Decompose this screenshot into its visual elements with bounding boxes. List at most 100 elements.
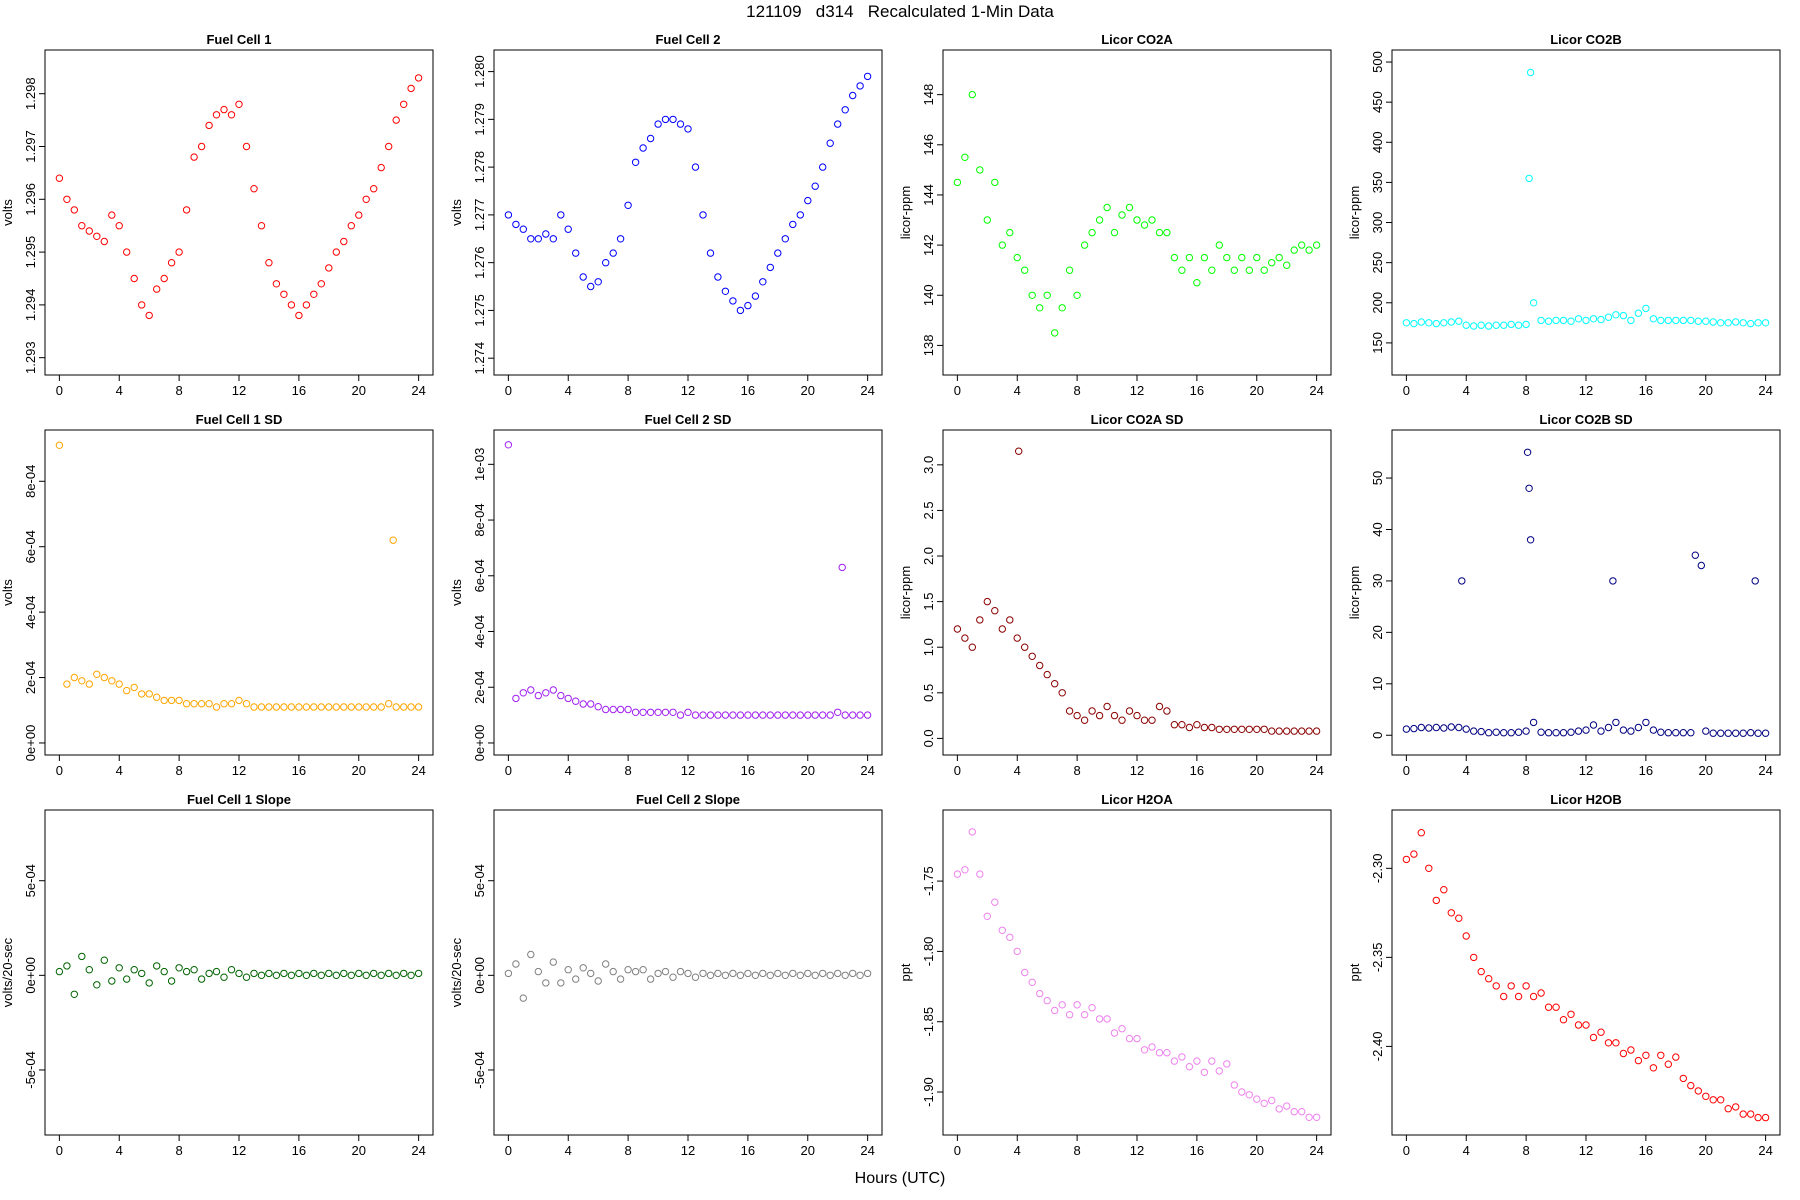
x-tick-label: 0	[954, 1143, 961, 1158]
data-point	[1544, 317, 1553, 325]
data-point	[280, 969, 288, 978]
data-point	[736, 971, 745, 979]
data-point	[1170, 721, 1179, 729]
panel-fuel-cell-1-sd: Fuel Cell 1 SD volts 0 4 8 12 16 20 24 0e+00 2e-04…	[0, 412, 434, 778]
x-tick-label: 4	[1463, 1143, 1470, 1158]
data-point	[646, 134, 655, 143]
data-point	[115, 680, 123, 688]
plot-frame	[493, 809, 883, 1136]
plot-frame	[44, 809, 434, 1136]
data-point	[332, 971, 340, 979]
y-tick-label: -2.30	[1370, 854, 1385, 884]
data-point	[998, 926, 1006, 934]
x-tick-label: 4	[1014, 763, 1021, 778]
data-point	[385, 969, 393, 978]
data-point	[385, 142, 393, 151]
data-point	[63, 680, 71, 688]
data-point	[1485, 975, 1493, 983]
data-point	[1687, 1081, 1695, 1090]
data-point	[1275, 727, 1283, 735]
y-tick-label: 5e-04	[472, 864, 487, 897]
data-point	[1402, 319, 1411, 327]
y-tick-label: 144	[921, 184, 936, 206]
data-point	[841, 711, 849, 719]
data-point	[1455, 317, 1463, 325]
data-point	[1425, 864, 1433, 872]
data-point	[676, 711, 685, 719]
data-point	[1073, 711, 1081, 720]
data-point	[1754, 729, 1762, 737]
x-tick-label: 0	[56, 383, 63, 398]
data-point	[1013, 947, 1021, 956]
panel-fuel-cell-2: Fuel Cell 2 volts 0 4 8 12 16 20 24 1.274 1.275 1.2…	[449, 32, 883, 398]
data-point	[1717, 729, 1725, 737]
y-tick-label: 1.274	[472, 342, 487, 375]
data-point	[1238, 725, 1246, 733]
y-tick-label: 1.298	[23, 77, 38, 110]
data-point	[1574, 1021, 1583, 1029]
x-tick-label: 8	[176, 763, 183, 778]
x-tick-label: 12	[1579, 763, 1593, 778]
data-point	[257, 222, 266, 230]
data-point	[631, 708, 640, 716]
data-point	[212, 703, 221, 711]
data-point	[1268, 1096, 1276, 1105]
data-point	[789, 969, 797, 978]
data-point	[1582, 316, 1590, 325]
data-point	[1679, 729, 1688, 737]
data-point	[549, 235, 557, 243]
data-point	[175, 964, 183, 972]
data-point	[542, 689, 550, 697]
data-point	[1664, 316, 1673, 325]
data-point	[751, 971, 760, 979]
data-point	[968, 828, 976, 836]
data-point	[1709, 318, 1717, 326]
data-point	[691, 973, 700, 981]
y-tick-label: 30	[1370, 574, 1385, 588]
data-point	[1028, 652, 1036, 660]
x-tick-label: 8	[625, 1143, 632, 1158]
data-point	[646, 708, 655, 716]
data-point	[1691, 551, 1700, 559]
data-point	[609, 249, 617, 257]
y-tick-label: 1.297	[23, 130, 38, 163]
data-point	[519, 225, 527, 233]
data-point	[1477, 727, 1485, 736]
data-point	[400, 969, 408, 978]
data-point	[332, 703, 340, 711]
plot-frame	[44, 49, 434, 376]
data-point	[1065, 707, 1074, 715]
y-tick-label: 5e-04	[23, 864, 38, 897]
data-point	[340, 237, 348, 246]
data-point	[182, 206, 191, 214]
data-point	[983, 216, 991, 224]
data-point	[1125, 1034, 1134, 1043]
y-tick-label: 2e-04	[23, 661, 38, 694]
data-point	[789, 220, 797, 229]
data-point	[1043, 291, 1051, 299]
data-point	[1458, 577, 1466, 585]
plot-frame	[493, 429, 883, 756]
x-tick-label: 24	[860, 763, 874, 778]
data-point	[70, 673, 79, 682]
data-point	[1440, 886, 1448, 894]
data-point	[370, 969, 378, 978]
data-point	[1103, 702, 1111, 711]
data-point	[1163, 1049, 1171, 1057]
data-point	[197, 142, 206, 151]
data-point	[1724, 1105, 1732, 1113]
data-point	[849, 91, 857, 100]
data-point	[594, 977, 602, 985]
x-tick-label: 4	[1014, 1143, 1021, 1158]
data-point	[1006, 616, 1014, 624]
data-point	[572, 975, 580, 983]
data-point	[616, 705, 625, 714]
data-point	[340, 703, 348, 711]
data-point	[654, 120, 662, 128]
data-point	[1694, 317, 1703, 325]
data-point	[78, 677, 86, 685]
x-tick-label: 0	[1403, 763, 1410, 778]
data-point	[1043, 996, 1051, 1005]
data-point	[849, 969, 857, 978]
data-point	[145, 690, 153, 698]
